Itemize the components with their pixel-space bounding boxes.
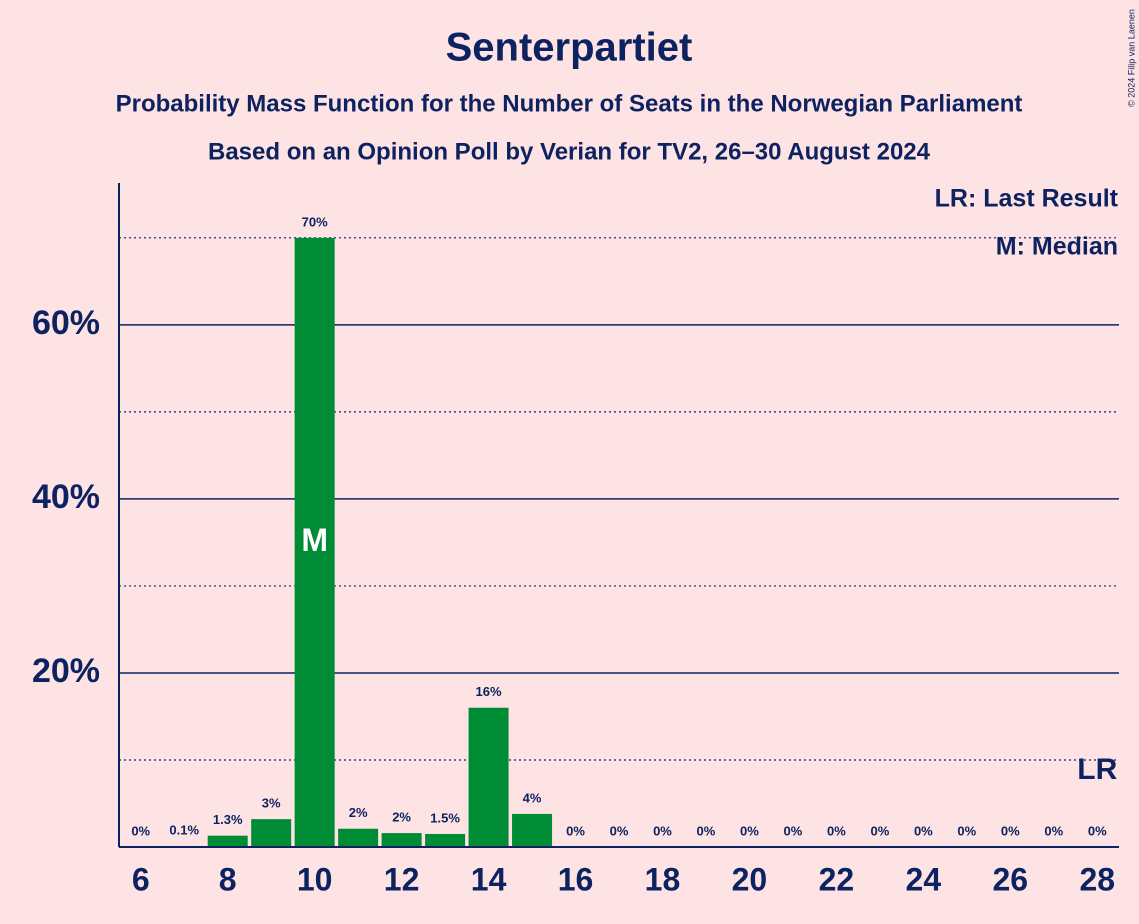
median-marker: M (301, 522, 328, 558)
x-tick-label: 28 (1079, 861, 1115, 897)
value-label: 0% (697, 823, 716, 838)
value-label: 0% (1088, 823, 1107, 838)
bar (381, 833, 422, 847)
legend-entry: M: Median (996, 233, 1118, 261)
value-label: 0% (870, 823, 889, 838)
value-label: 0% (610, 823, 629, 838)
value-label: 0% (914, 823, 933, 838)
value-label: 0% (784, 823, 803, 838)
value-label: 0% (131, 823, 150, 838)
x-tick-label: 20 (732, 861, 768, 897)
x-tick-label: 14 (471, 861, 507, 897)
value-label: 0.1% (169, 823, 199, 838)
bar (207, 835, 248, 847)
y-tick-label: 40% (32, 478, 100, 516)
x-tick-label: 26 (993, 861, 1029, 897)
value-label: 0% (653, 823, 672, 838)
bar (251, 819, 292, 847)
x-tick-label: 16 (558, 861, 594, 897)
x-tick-label: 10 (297, 861, 333, 897)
value-label: 0% (566, 823, 585, 838)
y-tick-label: 60% (32, 304, 100, 342)
legend-entry: LR: Last Result (935, 185, 1119, 213)
value-label: 1.3% (213, 812, 243, 827)
x-tick-label: 6 (132, 861, 150, 897)
x-tick-label: 12 (384, 861, 420, 897)
value-label: 70% (302, 214, 328, 229)
value-label: 0% (1044, 823, 1063, 838)
last-result-marker: LR (1077, 753, 1117, 786)
value-label: 0% (740, 823, 759, 838)
value-label: 0% (827, 823, 846, 838)
chart-title: Senterpartiet (446, 26, 693, 70)
bar (468, 707, 509, 847)
bar (512, 813, 553, 847)
y-tick-label: 20% (32, 652, 100, 690)
bar (294, 237, 335, 847)
copyright: © 2024 Filip van Laenen (1126, 9, 1136, 107)
value-label: 2% (349, 805, 368, 820)
bar (425, 833, 466, 847)
value-label: 0% (957, 823, 976, 838)
value-label: 3% (262, 796, 281, 811)
bar (338, 828, 379, 847)
value-label: 1.5% (430, 810, 460, 825)
x-tick-label: 22 (819, 861, 855, 897)
x-tick-label: 24 (906, 861, 942, 897)
value-label: 2% (392, 810, 411, 825)
value-label: 4% (523, 790, 542, 805)
value-label: 0% (1001, 823, 1020, 838)
x-tick-label: 8 (219, 861, 237, 897)
chart-subtitle: Probability Mass Function for the Number… (116, 90, 1023, 117)
value-label: 16% (476, 684, 502, 699)
x-tick-label: 18 (645, 861, 681, 897)
chart-subtitle: Based on an Opinion Poll by Verian for T… (208, 138, 931, 165)
